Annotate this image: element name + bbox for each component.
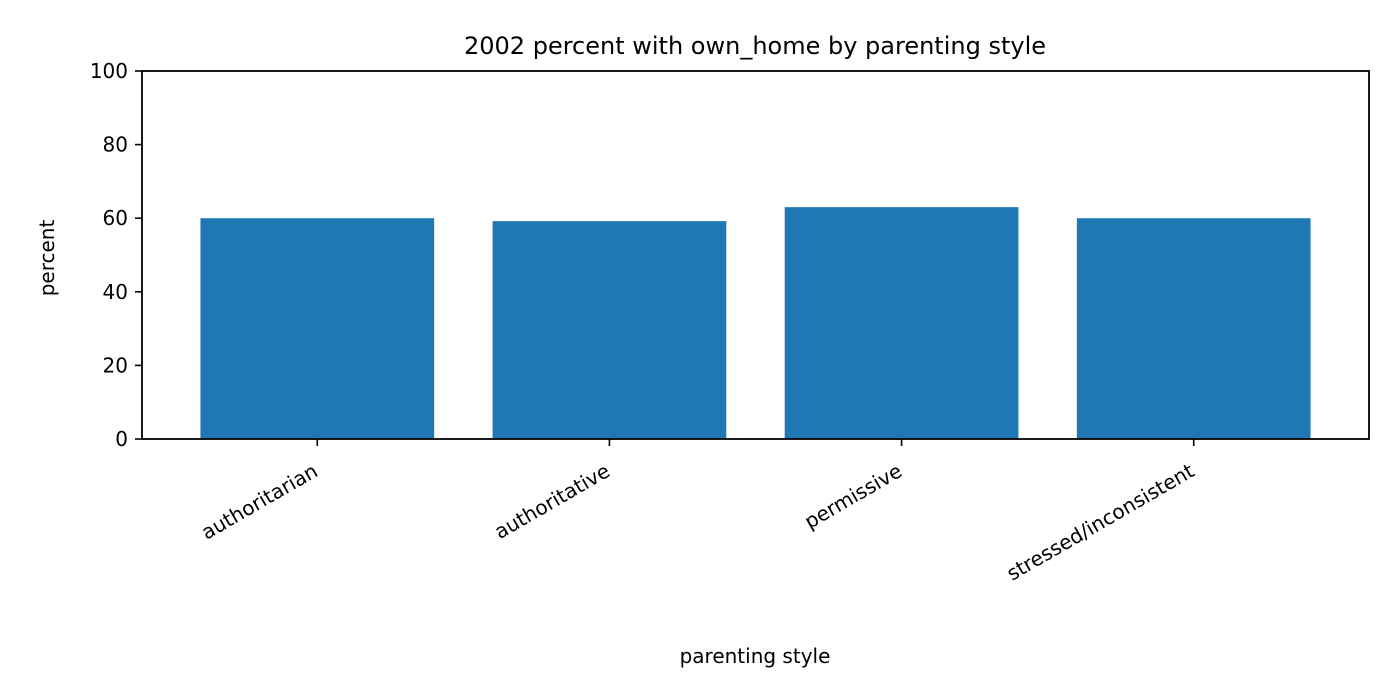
y-axis: 0 20 40 60 80 100 — [90, 59, 142, 451]
x-axis-label: parenting style — [680, 644, 831, 668]
plot-area: 0 20 40 60 80 100 authoritarian authoritative p… — [90, 59, 1370, 585]
bar-authoritarian — [200, 218, 435, 439]
bar-stressed-inconsistent — [1076, 218, 1311, 439]
bars — [200, 207, 1311, 439]
y-tick-label: 100 — [90, 59, 128, 83]
axes-frame — [141, 70, 1370, 440]
x-tick-label: authoritarian — [197, 459, 322, 545]
y-axis-label: percent — [35, 220, 59, 297]
y-tick-label: 40 — [103, 280, 128, 304]
bar-authoritative — [492, 221, 727, 439]
x-tick-label: authoritative — [490, 459, 614, 544]
chart-title: 2002 percent with own_home by parenting … — [464, 32, 1046, 60]
y-tick-label: 80 — [103, 133, 128, 157]
y-tick-label: 0 — [115, 427, 128, 451]
y-tick-label: 60 — [103, 206, 128, 230]
x-tick-label: stressed/inconsistent — [1002, 458, 1198, 585]
y-tick-label: 20 — [103, 353, 128, 377]
x-tick-label: permissive — [800, 459, 906, 534]
x-axis: authoritarian authoritative permissive stre… — [197, 439, 1198, 585]
bar-permissive — [784, 207, 1019, 439]
